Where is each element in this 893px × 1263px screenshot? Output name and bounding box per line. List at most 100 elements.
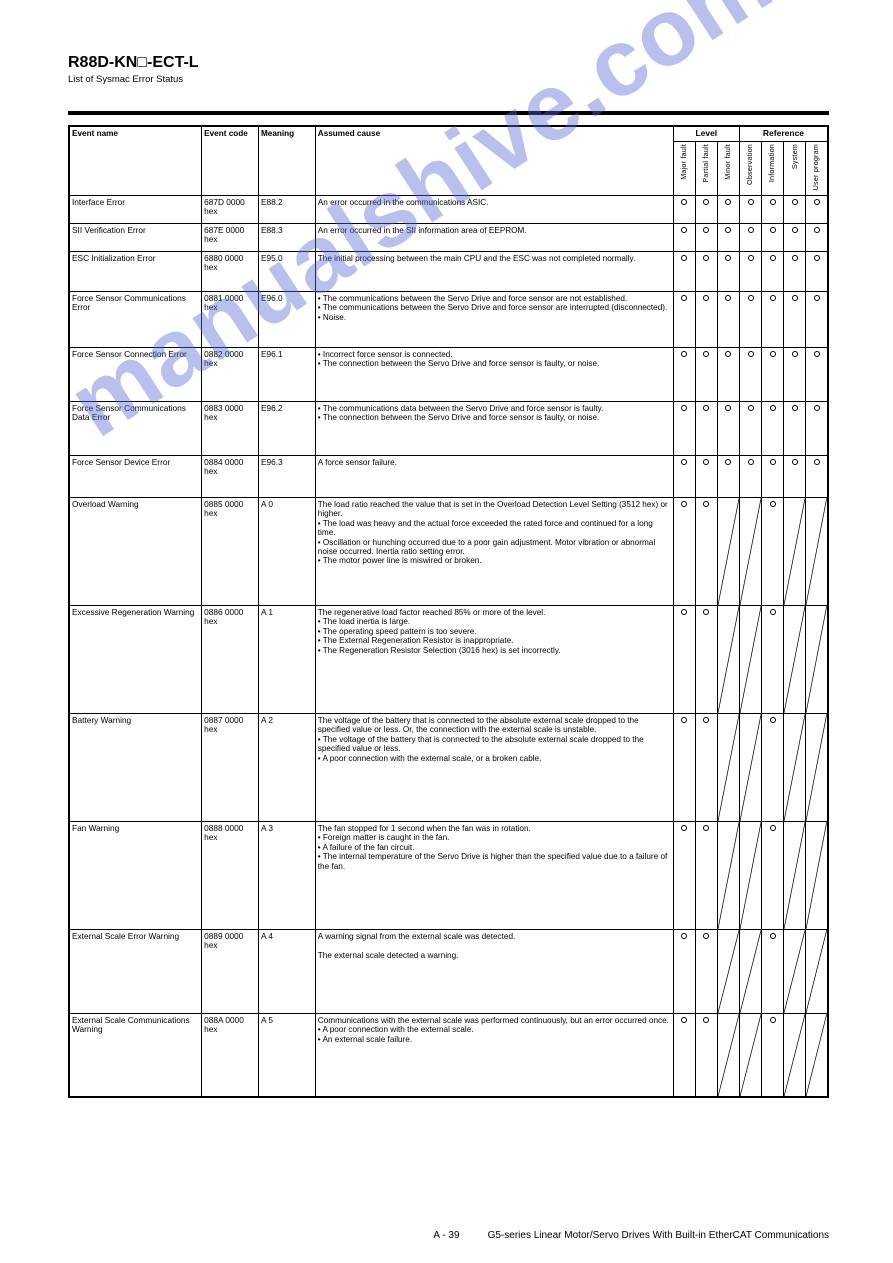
- cell-mark: [717, 251, 739, 291]
- cell-mark: [695, 497, 717, 605]
- vcol-0: Major fault: [673, 141, 695, 195]
- cell-mark: [739, 455, 761, 497]
- cell-assumed-cause: A warning signal from the external scale…: [315, 929, 673, 1013]
- cell-mark: [739, 929, 761, 1013]
- cell-meaning: A 1: [258, 605, 315, 713]
- circle-icon: [681, 717, 687, 723]
- cell-mark: [806, 1013, 828, 1097]
- cell-mark: [673, 347, 695, 401]
- col-group-reference: Reference: [739, 126, 828, 141]
- cell-mark: [784, 195, 806, 223]
- circle-icon: [814, 351, 820, 357]
- cell-mark: [806, 713, 828, 821]
- cell-mark: [762, 223, 784, 251]
- cell-mark: [673, 821, 695, 929]
- circle-icon: [703, 295, 709, 301]
- cell-mark: [717, 929, 739, 1013]
- cell-assumed-cause: An error occurred in the SII information…: [315, 223, 673, 251]
- cell-event-code: 0887 0000 hex: [202, 713, 259, 821]
- circle-icon: [748, 227, 754, 233]
- circle-icon: [770, 255, 776, 261]
- cell-event-name: Battery Warning: [69, 713, 202, 821]
- circle-icon: [703, 255, 709, 261]
- circle-icon: [814, 405, 820, 411]
- cell-mark: [717, 1013, 739, 1097]
- cell-mark: [717, 347, 739, 401]
- cell-mark: [673, 455, 695, 497]
- cell-event-code: 0884 0000 hex: [202, 455, 259, 497]
- circle-icon: [703, 227, 709, 233]
- cell-event-code: 0881 0000 hex: [202, 291, 259, 347]
- cell-event-code: 088A 0000 hex: [202, 1013, 259, 1097]
- circle-icon: [792, 459, 798, 465]
- circle-icon: [681, 609, 687, 615]
- circle-icon: [814, 295, 820, 301]
- cell-mark: [717, 291, 739, 347]
- cell-meaning: E88.2: [258, 195, 315, 223]
- cell-mark: [717, 497, 739, 605]
- cell-mark: [739, 195, 761, 223]
- circle-icon: [770, 609, 776, 615]
- cell-assumed-cause: • The communications data between the Se…: [315, 401, 673, 455]
- vcol-5: System: [784, 141, 806, 195]
- circle-icon: [703, 609, 709, 615]
- cell-mark: [673, 1013, 695, 1097]
- cell-mark: [695, 223, 717, 251]
- cell-event-name: Force Sensor Communications Error: [69, 291, 202, 347]
- cell-mark: [806, 497, 828, 605]
- cell-mark: [695, 713, 717, 821]
- cell-mark: [717, 455, 739, 497]
- cell-event-code: 0883 0000 hex: [202, 401, 259, 455]
- cell-mark: [673, 929, 695, 1013]
- circle-icon: [703, 933, 709, 939]
- cell-event-name: Force Sensor Device Error: [69, 455, 202, 497]
- cell-mark: [739, 223, 761, 251]
- diagonal-icon: [784, 930, 805, 1013]
- circle-icon: [681, 501, 687, 507]
- diagonal-icon: [784, 606, 805, 713]
- vcol-3: Observation: [739, 141, 761, 195]
- cell-mark: [739, 251, 761, 291]
- col-event-name: Event name: [69, 126, 202, 195]
- cell-mark: [695, 195, 717, 223]
- cell-assumed-cause: The voltage of the battery that is conne…: [315, 713, 673, 821]
- cell-mark: [717, 401, 739, 455]
- table-row: Force Sensor Communications Error0881 00…: [69, 291, 828, 347]
- circle-icon: [814, 255, 820, 261]
- circle-icon: [770, 717, 776, 723]
- table-row: Battery Warning0887 0000 hexA 2The volta…: [69, 713, 828, 821]
- diagonal-icon: [784, 498, 805, 605]
- page-number: A - 39: [433, 1230, 459, 1241]
- cell-mark: [784, 401, 806, 455]
- cell-mark: [784, 251, 806, 291]
- cell-mark: [673, 605, 695, 713]
- cell-meaning: E95.0: [258, 251, 315, 291]
- col-meaning: Meaning: [258, 126, 315, 195]
- circle-icon: [770, 227, 776, 233]
- circle-icon: [792, 351, 798, 357]
- table-row: Interface Error687D 0000 hexE88.2An erro…: [69, 195, 828, 223]
- table-body: Interface Error687D 0000 hexE88.2An erro…: [69, 195, 828, 1097]
- cell-mark: [784, 929, 806, 1013]
- cell-meaning: A 5: [258, 1013, 315, 1097]
- circle-icon: [681, 825, 687, 831]
- diagonal-icon: [718, 498, 739, 605]
- cell-mark: [806, 605, 828, 713]
- circle-icon: [792, 295, 798, 301]
- cell-mark: [673, 713, 695, 821]
- cell-meaning: E96.2: [258, 401, 315, 455]
- circle-icon: [703, 1017, 709, 1023]
- circle-icon: [681, 405, 687, 411]
- circle-icon: [725, 199, 731, 205]
- circle-icon: [770, 1017, 776, 1023]
- cell-assumed-cause: The initial processing between the main …: [315, 251, 673, 291]
- circle-icon: [703, 459, 709, 465]
- circle-icon: [770, 825, 776, 831]
- circle-icon: [770, 405, 776, 411]
- cell-mark: [739, 347, 761, 401]
- circle-icon: [792, 255, 798, 261]
- circle-icon: [770, 351, 776, 357]
- table-row: External Scale Communications Warning088…: [69, 1013, 828, 1097]
- cell-mark: [784, 455, 806, 497]
- diagonal-icon: [806, 930, 827, 1013]
